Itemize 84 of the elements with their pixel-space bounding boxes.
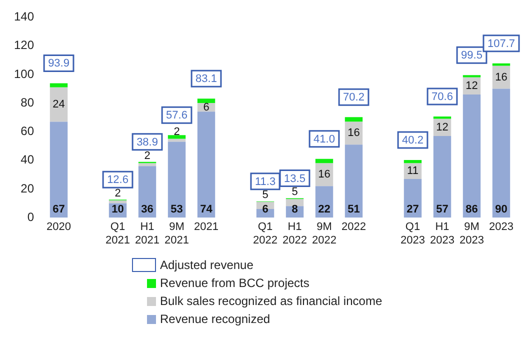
- x-tick-label: 2023: [489, 221, 514, 234]
- data-label: 86: [466, 204, 478, 216]
- bar: [197, 98, 216, 104]
- x-tick-label: Q1 2021: [106, 221, 130, 246]
- data-label: 16: [318, 168, 330, 181]
- data-label: 2: [174, 126, 180, 138]
- x-tick-label: H1 2021: [135, 221, 160, 246]
- total-label: 57.6: [166, 110, 188, 122]
- y-tick-label: 80: [20, 95, 34, 110]
- bar: [138, 166, 156, 218]
- x-tick-label: 2021: [194, 221, 219, 234]
- bar: [404, 178, 422, 218]
- total-label: 99.5: [461, 50, 482, 62]
- total-label: 83.1: [196, 73, 217, 86]
- data-label: 10: [112, 204, 124, 216]
- data-label: 16: [495, 71, 508, 84]
- bar: [344, 144, 363, 218]
- total-label: 12.6: [107, 174, 128, 186]
- bar: [168, 142, 186, 218]
- y-tick-label: 0: [27, 210, 34, 224]
- data-label: 90: [495, 204, 508, 216]
- y-tick-label: 40: [20, 152, 34, 167]
- y-tick-label: 100: [14, 66, 34, 81]
- total-label: 41.0: [314, 133, 335, 146]
- bar: [50, 83, 68, 88]
- bar: [492, 88, 510, 218]
- legend-label: Revenue from BCC projects: [160, 276, 310, 290]
- y-tick-label: 140: [14, 10, 34, 24]
- bar: [315, 158, 334, 164]
- bar: [50, 87, 68, 122]
- data-label: 57: [436, 204, 448, 216]
- bar: [50, 122, 68, 218]
- data-label: 16: [348, 127, 360, 140]
- total-label: 107.7: [487, 38, 516, 50]
- data-label: 11: [407, 165, 418, 178]
- bar: [286, 198, 304, 206]
- total-label: 70.6: [432, 91, 453, 104]
- bar: [168, 135, 186, 139]
- x-tick-label: 9M 2023: [460, 221, 484, 246]
- data-label: 2: [144, 150, 150, 162]
- bar: [492, 63, 510, 66]
- data-label: 5: [262, 188, 268, 201]
- x-tick-label: 9M 2021: [164, 221, 190, 246]
- x-tick-label: H1 2022: [282, 221, 307, 246]
- data-label: 67: [52, 204, 65, 216]
- text: Adjusted revenue: [160, 258, 254, 272]
- bar: [404, 160, 422, 164]
- legend-label: Revenue recognized: [160, 312, 270, 326]
- x-tick-label: 9M 2022: [312, 221, 336, 246]
- total-label: 38.9: [136, 136, 158, 148]
- x-tick-label: Q1 2022: [253, 221, 278, 246]
- total-label: 70.2: [343, 92, 364, 104]
- data-label: 5: [292, 186, 298, 198]
- data-label: 6: [262, 204, 268, 216]
- bar: [433, 136, 452, 218]
- data-label: 2: [114, 187, 121, 200]
- bar: [344, 117, 363, 122]
- total-label: 11.3: [254, 176, 276, 188]
- x-tick-label: 2020: [46, 221, 72, 234]
- data-label: 27: [406, 204, 419, 216]
- data-label: 53: [170, 204, 183, 216]
- x-tick-label: H1 2023: [430, 221, 454, 246]
- y-tick-label: 60: [20, 124, 34, 138]
- data-label: 36: [141, 204, 154, 216]
- data-label: 22: [318, 204, 330, 216]
- data-label: 51: [348, 204, 360, 216]
- data-label: 12: [436, 121, 448, 134]
- legend-label: Bulk sales recognized as financial income: [160, 294, 382, 308]
- bar: [197, 112, 216, 218]
- bar: [138, 163, 156, 166]
- y-tick-label: 20: [20, 181, 34, 196]
- x-tick-label: Q1 2023: [400, 221, 425, 246]
- data-label: 6: [203, 101, 210, 114]
- total-label: 93.9: [48, 58, 70, 70]
- x-tick-label: 2022: [342, 221, 366, 234]
- total-label: 40.2: [402, 134, 424, 147]
- bar: [108, 200, 127, 204]
- data-label: 74: [200, 204, 214, 216]
- total-label: 13.5: [284, 172, 306, 185]
- y-tick-label: 120: [14, 38, 34, 52]
- data-label: 12: [466, 80, 478, 92]
- bar: [462, 94, 481, 218]
- data-label: 24: [52, 98, 65, 111]
- data-label: 8: [292, 204, 298, 216]
